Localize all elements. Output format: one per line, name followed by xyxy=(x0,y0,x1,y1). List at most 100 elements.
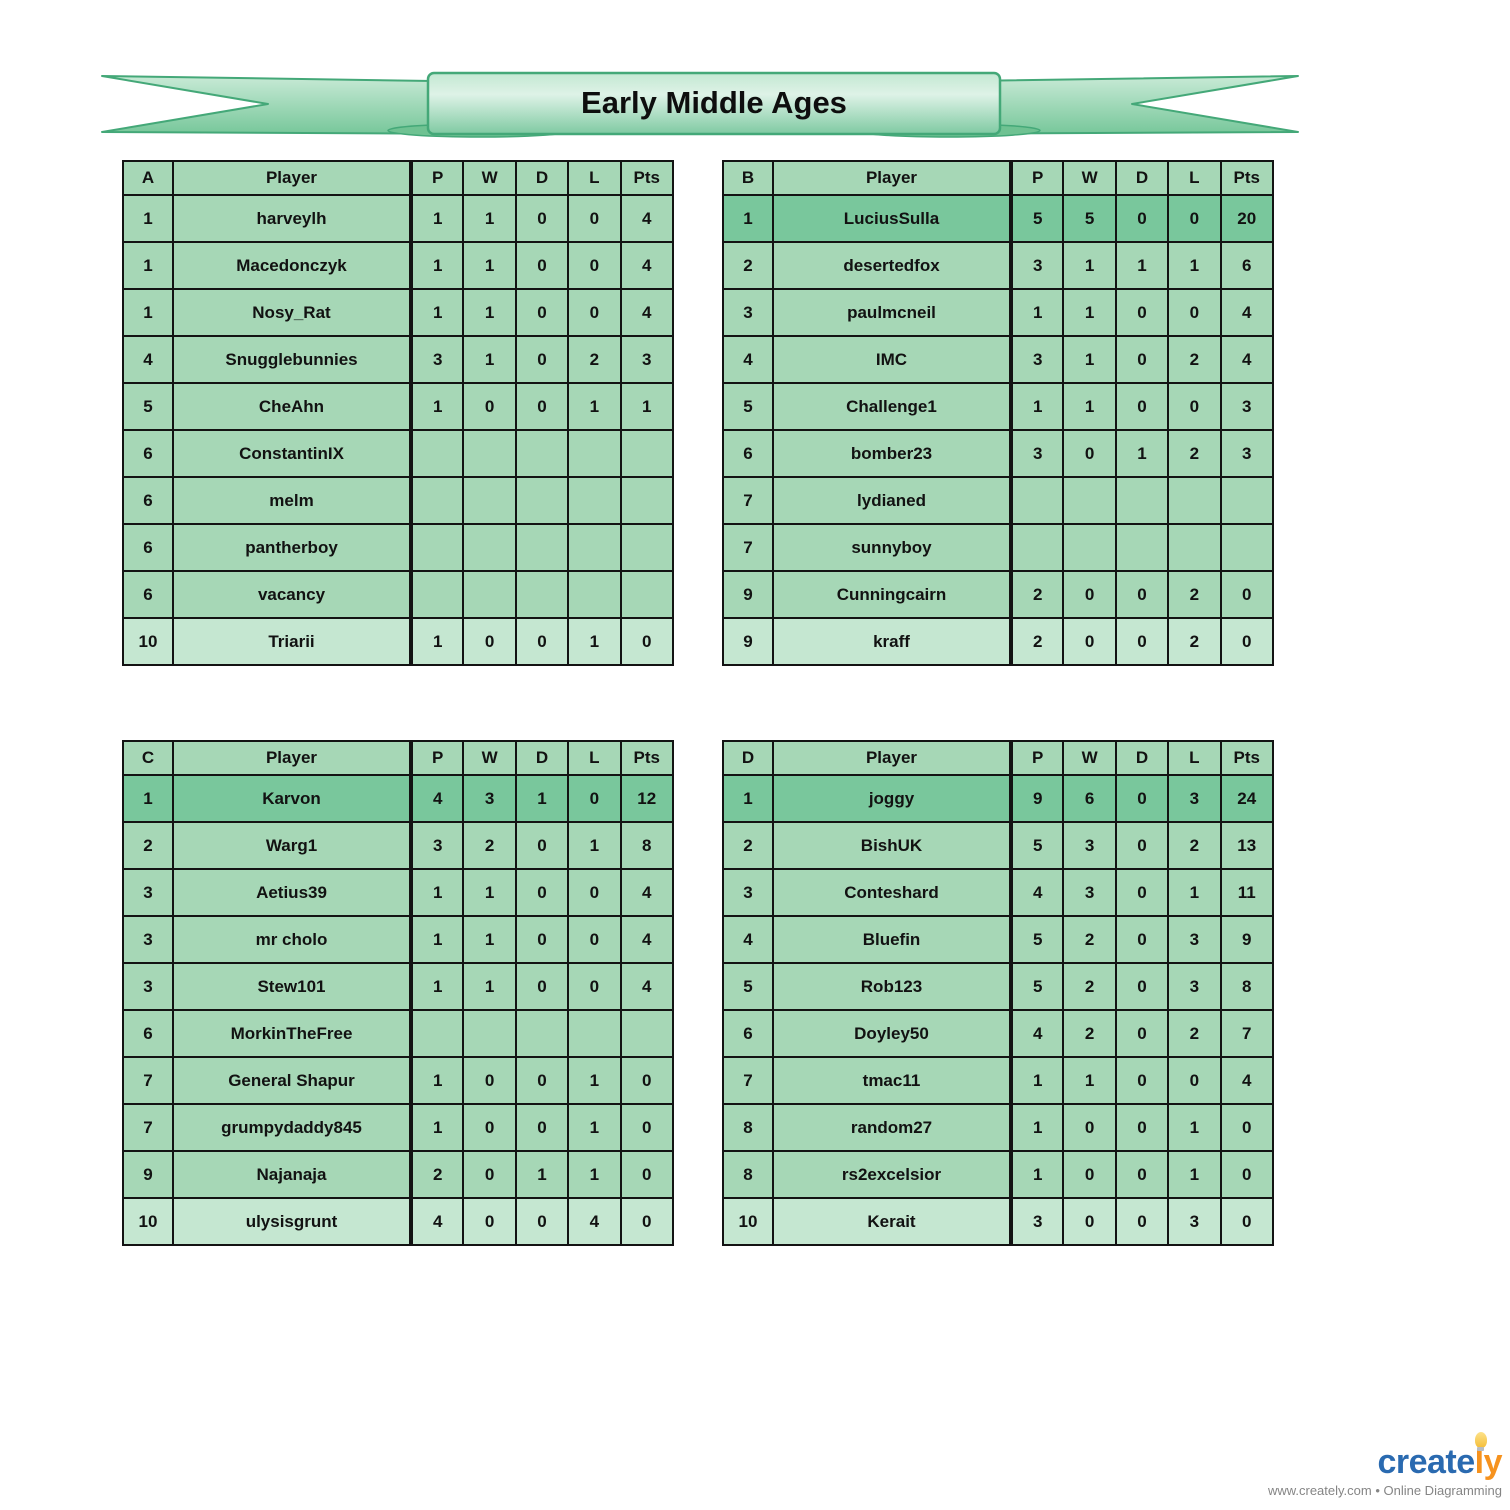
wins-cell: 1 xyxy=(462,962,517,1011)
table-row: 4 Bluefin 5 2 0 3 9 xyxy=(722,915,1274,964)
draws-cell: 0 xyxy=(1114,1009,1170,1058)
points-cell: 0 xyxy=(619,1150,674,1199)
table-row: 9 kraff 2 0 0 2 0 xyxy=(722,617,1274,666)
rank-cell: 10 xyxy=(122,617,174,666)
played-cell: 1 xyxy=(1008,1056,1065,1105)
player-cell: Aetius39 xyxy=(172,868,412,917)
points-cell: 9 xyxy=(1219,915,1274,964)
wins-cell: 0 xyxy=(1062,1103,1117,1152)
points-cell: 24 xyxy=(1219,774,1274,823)
losses-cell: 1 xyxy=(1167,241,1222,290)
played-cell: 1 xyxy=(408,915,465,964)
played-cell: 2 xyxy=(408,1150,465,1199)
player-cell: Nosy_Rat xyxy=(172,288,412,337)
points-cell: 0 xyxy=(1219,617,1274,666)
group-label-cell: B xyxy=(722,160,774,196)
losses-cell xyxy=(567,570,622,619)
player-cell: MorkinTheFree xyxy=(172,1009,412,1058)
wins-cell: 1 xyxy=(462,194,517,243)
table-row: 7 General Shapur 1 0 0 1 0 xyxy=(122,1056,674,1105)
played-cell: 5 xyxy=(1008,821,1065,870)
draws-cell: 0 xyxy=(1114,288,1170,337)
group-d-table: D Player P W D L Pts 1 joggy 9 6 0 3 24 … xyxy=(722,740,1274,1246)
losses-cell: 2 xyxy=(1167,335,1222,384)
column-header-player: Player xyxy=(172,740,412,776)
played-cell: 1 xyxy=(1008,288,1065,337)
column-header-draws: D xyxy=(1114,740,1170,776)
draws-cell: 1 xyxy=(514,1150,570,1199)
player-cell: CheAhn xyxy=(172,382,412,431)
points-cell: 8 xyxy=(1219,962,1274,1011)
draws-cell: 0 xyxy=(514,1103,570,1152)
points-cell: 4 xyxy=(619,962,674,1011)
player-cell: General Shapur xyxy=(172,1056,412,1105)
losses-cell xyxy=(1167,476,1222,525)
table-row: 3 Conteshard 4 3 0 1 11 xyxy=(722,868,1274,917)
table-row: 8 rs2excelsior 1 0 0 1 0 xyxy=(722,1150,1274,1199)
losses-cell: 0 xyxy=(567,241,622,290)
losses-cell: 1 xyxy=(567,1056,622,1105)
column-header-player: Player xyxy=(172,160,412,196)
wins-cell: 1 xyxy=(1062,335,1117,384)
draws-cell: 0 xyxy=(1114,1056,1170,1105)
table-row: 3 Stew101 1 1 0 0 4 xyxy=(122,962,674,1011)
draws-cell xyxy=(514,523,570,572)
table-row: 7 tmac11 1 1 0 0 4 xyxy=(722,1056,1274,1105)
rank-cell: 4 xyxy=(722,335,774,384)
wins-cell: 0 xyxy=(462,1056,517,1105)
played-cell: 3 xyxy=(1008,429,1065,478)
wins-cell: 0 xyxy=(1062,429,1117,478)
rank-cell: 8 xyxy=(722,1103,774,1152)
rank-cell: 7 xyxy=(722,476,774,525)
points-cell: 3 xyxy=(1219,429,1274,478)
draws-cell: 0 xyxy=(1114,868,1170,917)
wins-cell xyxy=(1062,523,1117,572)
group-a-table: A Player P W D L Pts 1 harveylh 1 1 0 0 … xyxy=(122,160,674,666)
played-cell: 3 xyxy=(408,335,465,384)
table-row: 8 random27 1 0 0 1 0 xyxy=(722,1103,1274,1152)
played-cell xyxy=(408,1009,465,1058)
losses-cell: 4 xyxy=(567,1197,622,1246)
draws-cell xyxy=(1114,476,1170,525)
wins-cell: 1 xyxy=(462,915,517,964)
rank-cell: 7 xyxy=(722,523,774,572)
draws-cell: 0 xyxy=(514,821,570,870)
rank-cell: 2 xyxy=(722,241,774,290)
player-cell: ConstantinIX xyxy=(172,429,412,478)
draws-cell: 0 xyxy=(1114,1197,1170,1246)
player-cell: sunnyboy xyxy=(772,523,1012,572)
points-cell: 4 xyxy=(619,868,674,917)
table-row: 10 ulysisgrunt 4 0 0 4 0 xyxy=(122,1197,674,1246)
draws-cell: 0 xyxy=(514,382,570,431)
rank-cell: 5 xyxy=(122,382,174,431)
points-cell: 0 xyxy=(1219,1150,1274,1199)
wins-cell: 0 xyxy=(1062,1197,1117,1246)
rank-cell: 10 xyxy=(122,1197,174,1246)
column-header-losses: L xyxy=(1167,740,1222,776)
watermark-tagline: www.creately.com • Online Diagramming xyxy=(1267,1483,1502,1498)
draws-cell: 0 xyxy=(514,962,570,1011)
column-header-player: Player xyxy=(772,740,1012,776)
points-cell xyxy=(619,570,674,619)
draws-cell: 0 xyxy=(514,915,570,964)
wins-cell: 2 xyxy=(1062,1009,1117,1058)
losses-cell: 1 xyxy=(567,617,622,666)
player-cell: tmac11 xyxy=(772,1056,1012,1105)
points-cell: 11 xyxy=(1219,868,1274,917)
column-header-draws: D xyxy=(514,160,570,196)
rank-cell: 10 xyxy=(722,1197,774,1246)
player-cell: paulmcneil xyxy=(772,288,1012,337)
losses-cell: 1 xyxy=(1167,1103,1222,1152)
played-cell: 5 xyxy=(1008,962,1065,1011)
creately-watermark: create ly www.creately.com • Online Diagr… xyxy=(1267,1432,1503,1498)
points-cell: 8 xyxy=(619,821,674,870)
played-cell: 1 xyxy=(408,868,465,917)
player-cell: Bluefin xyxy=(772,915,1012,964)
losses-cell: 0 xyxy=(1167,1056,1222,1105)
wins-cell xyxy=(462,429,517,478)
points-cell: 4 xyxy=(619,915,674,964)
points-cell: 4 xyxy=(619,194,674,243)
played-cell: 2 xyxy=(1008,570,1065,619)
player-cell: BishUK xyxy=(772,821,1012,870)
losses-cell: 0 xyxy=(567,774,622,823)
